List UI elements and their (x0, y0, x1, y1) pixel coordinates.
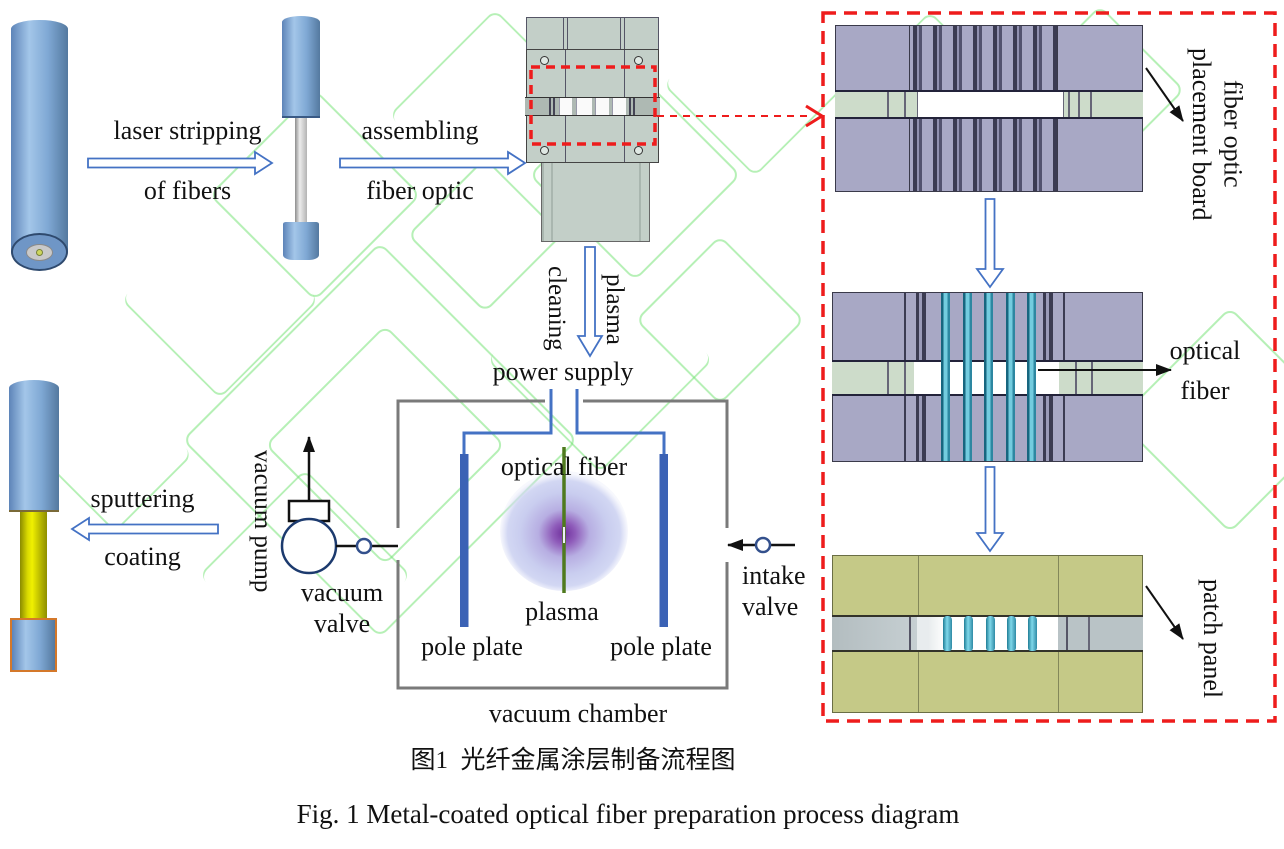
fixture-groove-band (525, 97, 660, 116)
fiber-stub (964, 616, 973, 651)
flow-arrow-2 (975, 466, 1005, 553)
fiber-slot (576, 98, 592, 115)
screw-hole (540, 56, 549, 65)
groove-tick (633, 98, 635, 115)
coated-fiber-bottom-cap (10, 618, 57, 672)
sputtering-coating-label: sputtering coating (90, 484, 195, 571)
fiber-stub (943, 616, 952, 651)
band-window (917, 92, 1064, 117)
band-line (1090, 92, 1092, 117)
fixture-top-block (526, 17, 659, 50)
flow-arrow-1 (975, 198, 1005, 289)
intake-valve-label: intake valve (742, 561, 806, 621)
vacuum-chamber-label: vacuum chamber (488, 699, 668, 728)
patch-panel-label: patch panel (1197, 578, 1227, 699)
optical-fiber-strand (962, 293, 972, 461)
band-green-left (832, 362, 914, 394)
pole-plate-left-label: pole plate (421, 632, 523, 661)
caption-en: Fig. 1 Metal-coated optical fiber prepar… (296, 799, 960, 829)
fixture-main-plate (525, 49, 660, 163)
coated-fiber-top-cap (9, 380, 59, 512)
patch-panel-illustration (832, 555, 1143, 713)
caption-zh: 图1 光纤金属涂层制备流程图 (410, 747, 736, 774)
placement-board-label: fiber optic placement board (1187, 47, 1248, 221)
stripped-fiber-bottom-cap (283, 222, 319, 260)
screw-hole (634, 146, 643, 155)
fiber-stub (985, 616, 995, 651)
optical-fiber-strand (1027, 293, 1036, 461)
plasma-cleaning-label-plasma: plasma (600, 273, 628, 345)
groove-tick (549, 98, 551, 115)
groove-tick (553, 98, 555, 115)
vacuum-valve-label: vacuum valve (300, 578, 384, 638)
fixture-stem (541, 163, 650, 242)
fiber-slot (612, 98, 626, 115)
assembling-label: assembling fiber optic (361, 116, 479, 205)
patch-panel-arrow (1145, 585, 1184, 640)
fiber-stub (1007, 616, 1016, 651)
fiber-slot (559, 98, 572, 115)
band-line (1078, 92, 1080, 117)
pole-plate-right-label: pole plate (610, 632, 712, 661)
optical-fiber-label: optical fiber (1169, 336, 1241, 405)
bare-fiber-core (36, 249, 43, 256)
chamber-fiber-label: optical fiber (500, 452, 628, 481)
optical-fiber-strand (941, 293, 950, 461)
groove-tick (629, 98, 631, 115)
intake-valve-symbol (727, 536, 795, 554)
optical-fiber-strand (984, 293, 993, 461)
band-line (904, 92, 906, 117)
laser-stripping-label: laser stripping of fibers (113, 116, 262, 205)
band-line (887, 92, 889, 117)
band-gray-right (1058, 617, 1143, 650)
stripped-fiber-rod (295, 118, 307, 222)
plasma-cleaning-label-cleaning: cleaning (542, 265, 570, 351)
band-line (1068, 92, 1070, 117)
vacuum-pump-label: vacuum pump (248, 450, 276, 593)
band-green-right (1059, 362, 1143, 394)
screw-hole (634, 56, 643, 65)
stripped-fiber-top-cap (282, 16, 320, 118)
board-groove-band (835, 90, 1143, 119)
optical-fiber-strand (1005, 293, 1015, 461)
placement-board-illustration (835, 25, 1143, 192)
plasma-label: plasma (525, 597, 599, 626)
fiber-slot (595, 98, 609, 115)
screw-hole (540, 146, 549, 155)
optical-fiber-board-illustration (832, 292, 1143, 462)
fiber-stub (1028, 616, 1037, 651)
bare-fiber-body (11, 20, 68, 252)
coated-fiber-rod (20, 512, 47, 619)
power-supply-label: power supply (492, 357, 634, 386)
